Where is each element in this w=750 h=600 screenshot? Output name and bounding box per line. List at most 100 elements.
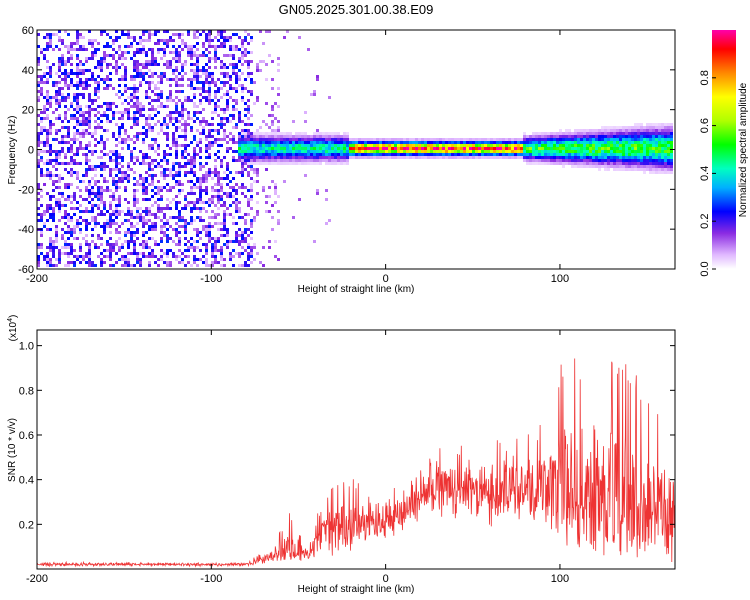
spectrogram-cell [37, 159, 40, 162]
spectrogram-cell [190, 243, 193, 246]
spectrogram-cell [76, 84, 79, 87]
spectrogram-cell [607, 141, 610, 144]
spectrogram-cell [601, 135, 604, 138]
spectrogram-cell [661, 129, 664, 132]
spectrogram-cell [40, 219, 43, 222]
spectrogram-cell [199, 147, 202, 150]
spectrogram-cell [205, 234, 208, 237]
spectrogram-cell [151, 33, 154, 36]
spectrogram-cell [235, 72, 238, 75]
spectrogram-cell [340, 141, 343, 144]
spectrogram-cell [463, 144, 466, 147]
spectrogram-cell [649, 144, 652, 147]
spectrogram-cell [613, 162, 616, 165]
spectrogram-cell [280, 144, 283, 147]
spectrogram-cell [43, 54, 46, 57]
spectrogram-cell [148, 96, 151, 99]
spectrogram-cell [208, 33, 211, 36]
spectrogram-cell [277, 120, 280, 123]
spectrogram-cell [532, 144, 535, 147]
spectrogram-ylabel: Frequency (Hz) [7, 116, 18, 185]
spectrogram-cell [667, 171, 670, 174]
spectrogram-cell [232, 195, 235, 198]
spectrogram-cell [619, 150, 622, 153]
spectrogram-cell [121, 30, 124, 33]
spectrogram-cell [379, 153, 382, 156]
spectrogram-cell [208, 204, 211, 207]
spectrogram-cell [184, 60, 187, 63]
spectrogram-cell [169, 120, 172, 123]
spectrogram-cell [268, 138, 271, 141]
spectrogram-cell [244, 129, 247, 132]
spectrogram-cell [151, 204, 154, 207]
spectrogram-cell [148, 228, 151, 231]
spectrogram-cell [217, 228, 220, 231]
spectrogram-cell [250, 207, 253, 210]
spectrogram-cell [97, 165, 100, 168]
spectrogram-cell [499, 156, 502, 159]
spectrogram-cell [187, 192, 190, 195]
spectrogram-cell [301, 138, 304, 141]
spectrogram-cell [235, 102, 238, 105]
spectrogram-cell [58, 177, 61, 180]
spectrogram-cell [91, 234, 94, 237]
spectrogram-cell [58, 117, 61, 120]
spectrogram-cell [124, 219, 127, 222]
spectrogram-cell [163, 48, 166, 51]
spectrogram-cell [160, 93, 163, 96]
spectrogram-cell [49, 66, 52, 69]
spectrogram-cell [457, 138, 460, 141]
spectrogram-cell [433, 156, 436, 159]
spectrogram-cell [142, 132, 145, 135]
spectrogram-cell [100, 186, 103, 189]
spectrogram-cell [256, 147, 259, 150]
spectrogram-cell [193, 183, 196, 186]
spectrogram-cell [580, 132, 583, 135]
spectrogram-cell [577, 165, 580, 168]
spectrogram-cell [175, 84, 178, 87]
spectrogram-cell [592, 162, 595, 165]
spectrogram-cell [46, 99, 49, 102]
spectrogram-cell [262, 141, 265, 144]
spectrogram-cell [202, 72, 205, 75]
spectrogram-cell [505, 147, 508, 150]
spectrogram-cell [238, 153, 241, 156]
spectrogram-cell [538, 141, 541, 144]
spectrogram-cell [37, 75, 40, 78]
spectrogram-cell [292, 162, 295, 165]
spectrogram-cell [187, 162, 190, 165]
spectrogram-cell [526, 141, 529, 144]
spectrogram-cell [169, 249, 172, 252]
spectrogram-cell [79, 222, 82, 225]
spectrogram-cell [70, 195, 73, 198]
spectrogram-cell [199, 87, 202, 90]
spectrogram-cell [181, 216, 184, 219]
spectrogram-cell [235, 45, 238, 48]
spectrogram-cell [211, 144, 214, 147]
spectrogram-cell [361, 150, 364, 153]
spectrogram-cell [124, 171, 127, 174]
spectrogram-cell [205, 144, 208, 147]
spectrogram-cell [100, 141, 103, 144]
spectrogram-cell [187, 255, 190, 258]
spectrogram-cell [76, 69, 79, 72]
spectrogram-cell [301, 159, 304, 162]
spectrogram-cell [199, 168, 202, 171]
spectrogram-cell [223, 264, 226, 267]
spectrogram-cell [469, 147, 472, 150]
spectrogram-cell [454, 147, 457, 150]
spectrogram-cell [535, 150, 538, 153]
spectrogram-cell [253, 147, 256, 150]
spectrogram-cell [142, 216, 145, 219]
spectrogram-cell [124, 45, 127, 48]
spectrogram-cell [118, 171, 121, 174]
spectrogram-cell [325, 162, 328, 165]
spectrogram-cell [247, 189, 250, 192]
spectrogram-cell [331, 144, 334, 147]
spectrogram-cell [598, 135, 601, 138]
spectrogram-cell [205, 90, 208, 93]
spectrogram-cell [601, 126, 604, 129]
spectrogram-cell [460, 153, 463, 156]
spectrogram-cell [70, 261, 73, 264]
spectrogram-cell [190, 216, 193, 219]
